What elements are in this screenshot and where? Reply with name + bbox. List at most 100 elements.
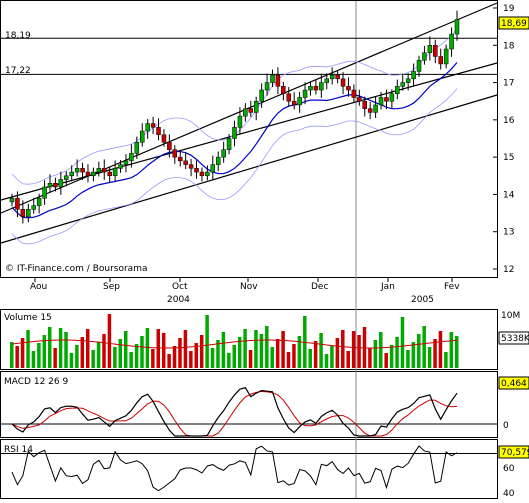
volume-bar	[167, 354, 171, 368]
x-label-jan: Jan	[380, 282, 395, 292]
candle-body	[313, 86, 319, 91]
rsi-last-value: 70,579	[501, 448, 529, 458]
y-tick-label: 12	[503, 265, 514, 275]
volume-bar	[227, 353, 231, 368]
volume-bar	[96, 342, 101, 368]
candle-body	[53, 182, 58, 188]
hline-label-2: 17,22	[5, 66, 31, 76]
volume-bar	[64, 332, 68, 368]
candle-body	[107, 171, 112, 177]
y-tick-label: 14	[503, 190, 515, 200]
volume-bar	[427, 347, 432, 368]
macd-last-tag	[498, 376, 529, 390]
volume-panel-frame	[0, 309, 498, 370]
candle-body	[215, 156, 221, 165]
volume-bar	[433, 339, 437, 368]
volume-bar	[248, 350, 253, 368]
volume-bar	[47, 327, 52, 368]
volume-bar	[85, 329, 90, 368]
volume-bar	[411, 342, 416, 368]
y-tick-label: 16	[503, 116, 515, 126]
candle-body	[221, 149, 226, 158]
trend-channel-line	[0, 2, 498, 214]
upper-band-line	[11, 28, 458, 185]
candle-body	[243, 108, 248, 117]
volume-bar	[373, 340, 378, 368]
volume-bar	[107, 314, 112, 368]
price-layer	[0, 2, 498, 245]
volume-bar	[58, 328, 63, 368]
volume-bar	[292, 344, 296, 368]
volume-bar	[37, 343, 41, 368]
candle-body	[248, 108, 254, 113]
candle-body	[433, 45, 438, 57]
candle-body	[188, 164, 194, 169]
candle-body	[291, 100, 297, 106]
candle-body	[150, 123, 156, 128]
candle-body	[226, 138, 232, 150]
volume-bar	[69, 353, 74, 368]
moving-average-line	[11, 62, 458, 219]
candle-body	[351, 89, 357, 98]
macd-last-value: 0,464	[501, 379, 527, 389]
volume-bar	[31, 351, 36, 368]
volume-bar	[270, 347, 274, 368]
candle-body	[270, 74, 275, 83]
candle-body	[167, 141, 172, 150]
candle-body	[395, 86, 400, 95]
hline-label-1: 18,19	[5, 31, 31, 41]
volume-bar	[123, 331, 128, 368]
trend-channel-line	[0, 62, 498, 201]
candle-body	[259, 89, 264, 102]
volume-bar	[254, 330, 258, 368]
volume-bar	[42, 335, 47, 368]
candle-body	[237, 115, 243, 128]
candle-body	[405, 78, 411, 83]
volume-bar	[194, 343, 199, 368]
candle-body	[156, 127, 161, 136]
candle-body	[31, 205, 36, 210]
candle-body	[205, 171, 210, 177]
candle-body	[102, 168, 107, 173]
candle-body	[378, 97, 384, 106]
candle-body	[400, 82, 405, 87]
year-label-2005: 2005	[411, 295, 434, 305]
volume-bar	[319, 333, 323, 368]
rsi-tick-40: 40	[503, 489, 515, 499]
candle-body	[145, 123, 150, 132]
last-price-value: 18,69	[501, 19, 527, 29]
volume-bar	[351, 331, 356, 368]
candle-body	[118, 164, 123, 169]
rsi-last-tag	[498, 445, 529, 459]
candle-body	[411, 71, 416, 80]
candle-body	[134, 141, 140, 154]
candle-body	[438, 56, 443, 65]
volume-bar	[330, 346, 334, 368]
volume-bar	[26, 330, 30, 368]
volume-bar	[161, 333, 166, 368]
candle-body	[427, 45, 433, 53]
candle-body	[123, 160, 129, 165]
volume-bar	[80, 337, 85, 368]
rsi-tick-60: 60	[503, 464, 515, 474]
volume-bar	[243, 329, 247, 368]
rsi-layer	[1, 445, 497, 492]
volume-bar	[91, 350, 95, 368]
volume-bar	[172, 346, 177, 368]
candle-body	[74, 168, 80, 173]
candle-body	[286, 93, 292, 102]
macd-line	[11, 387, 458, 437]
volume-bar	[422, 326, 426, 368]
volume-bar	[368, 348, 372, 368]
macd-tick-0: 0	[503, 421, 509, 431]
y-tick-label: 19	[503, 4, 515, 14]
rsi-label: RSI 14	[4, 445, 33, 455]
candle-body	[183, 160, 188, 165]
candle-body	[199, 171, 205, 177]
volume-bar	[205, 315, 209, 368]
candle-body	[36, 197, 42, 206]
volume-bar	[313, 341, 318, 368]
candle-body	[416, 59, 422, 72]
volume-bar	[129, 352, 133, 368]
rsi-panel-frame	[0, 439, 498, 499]
